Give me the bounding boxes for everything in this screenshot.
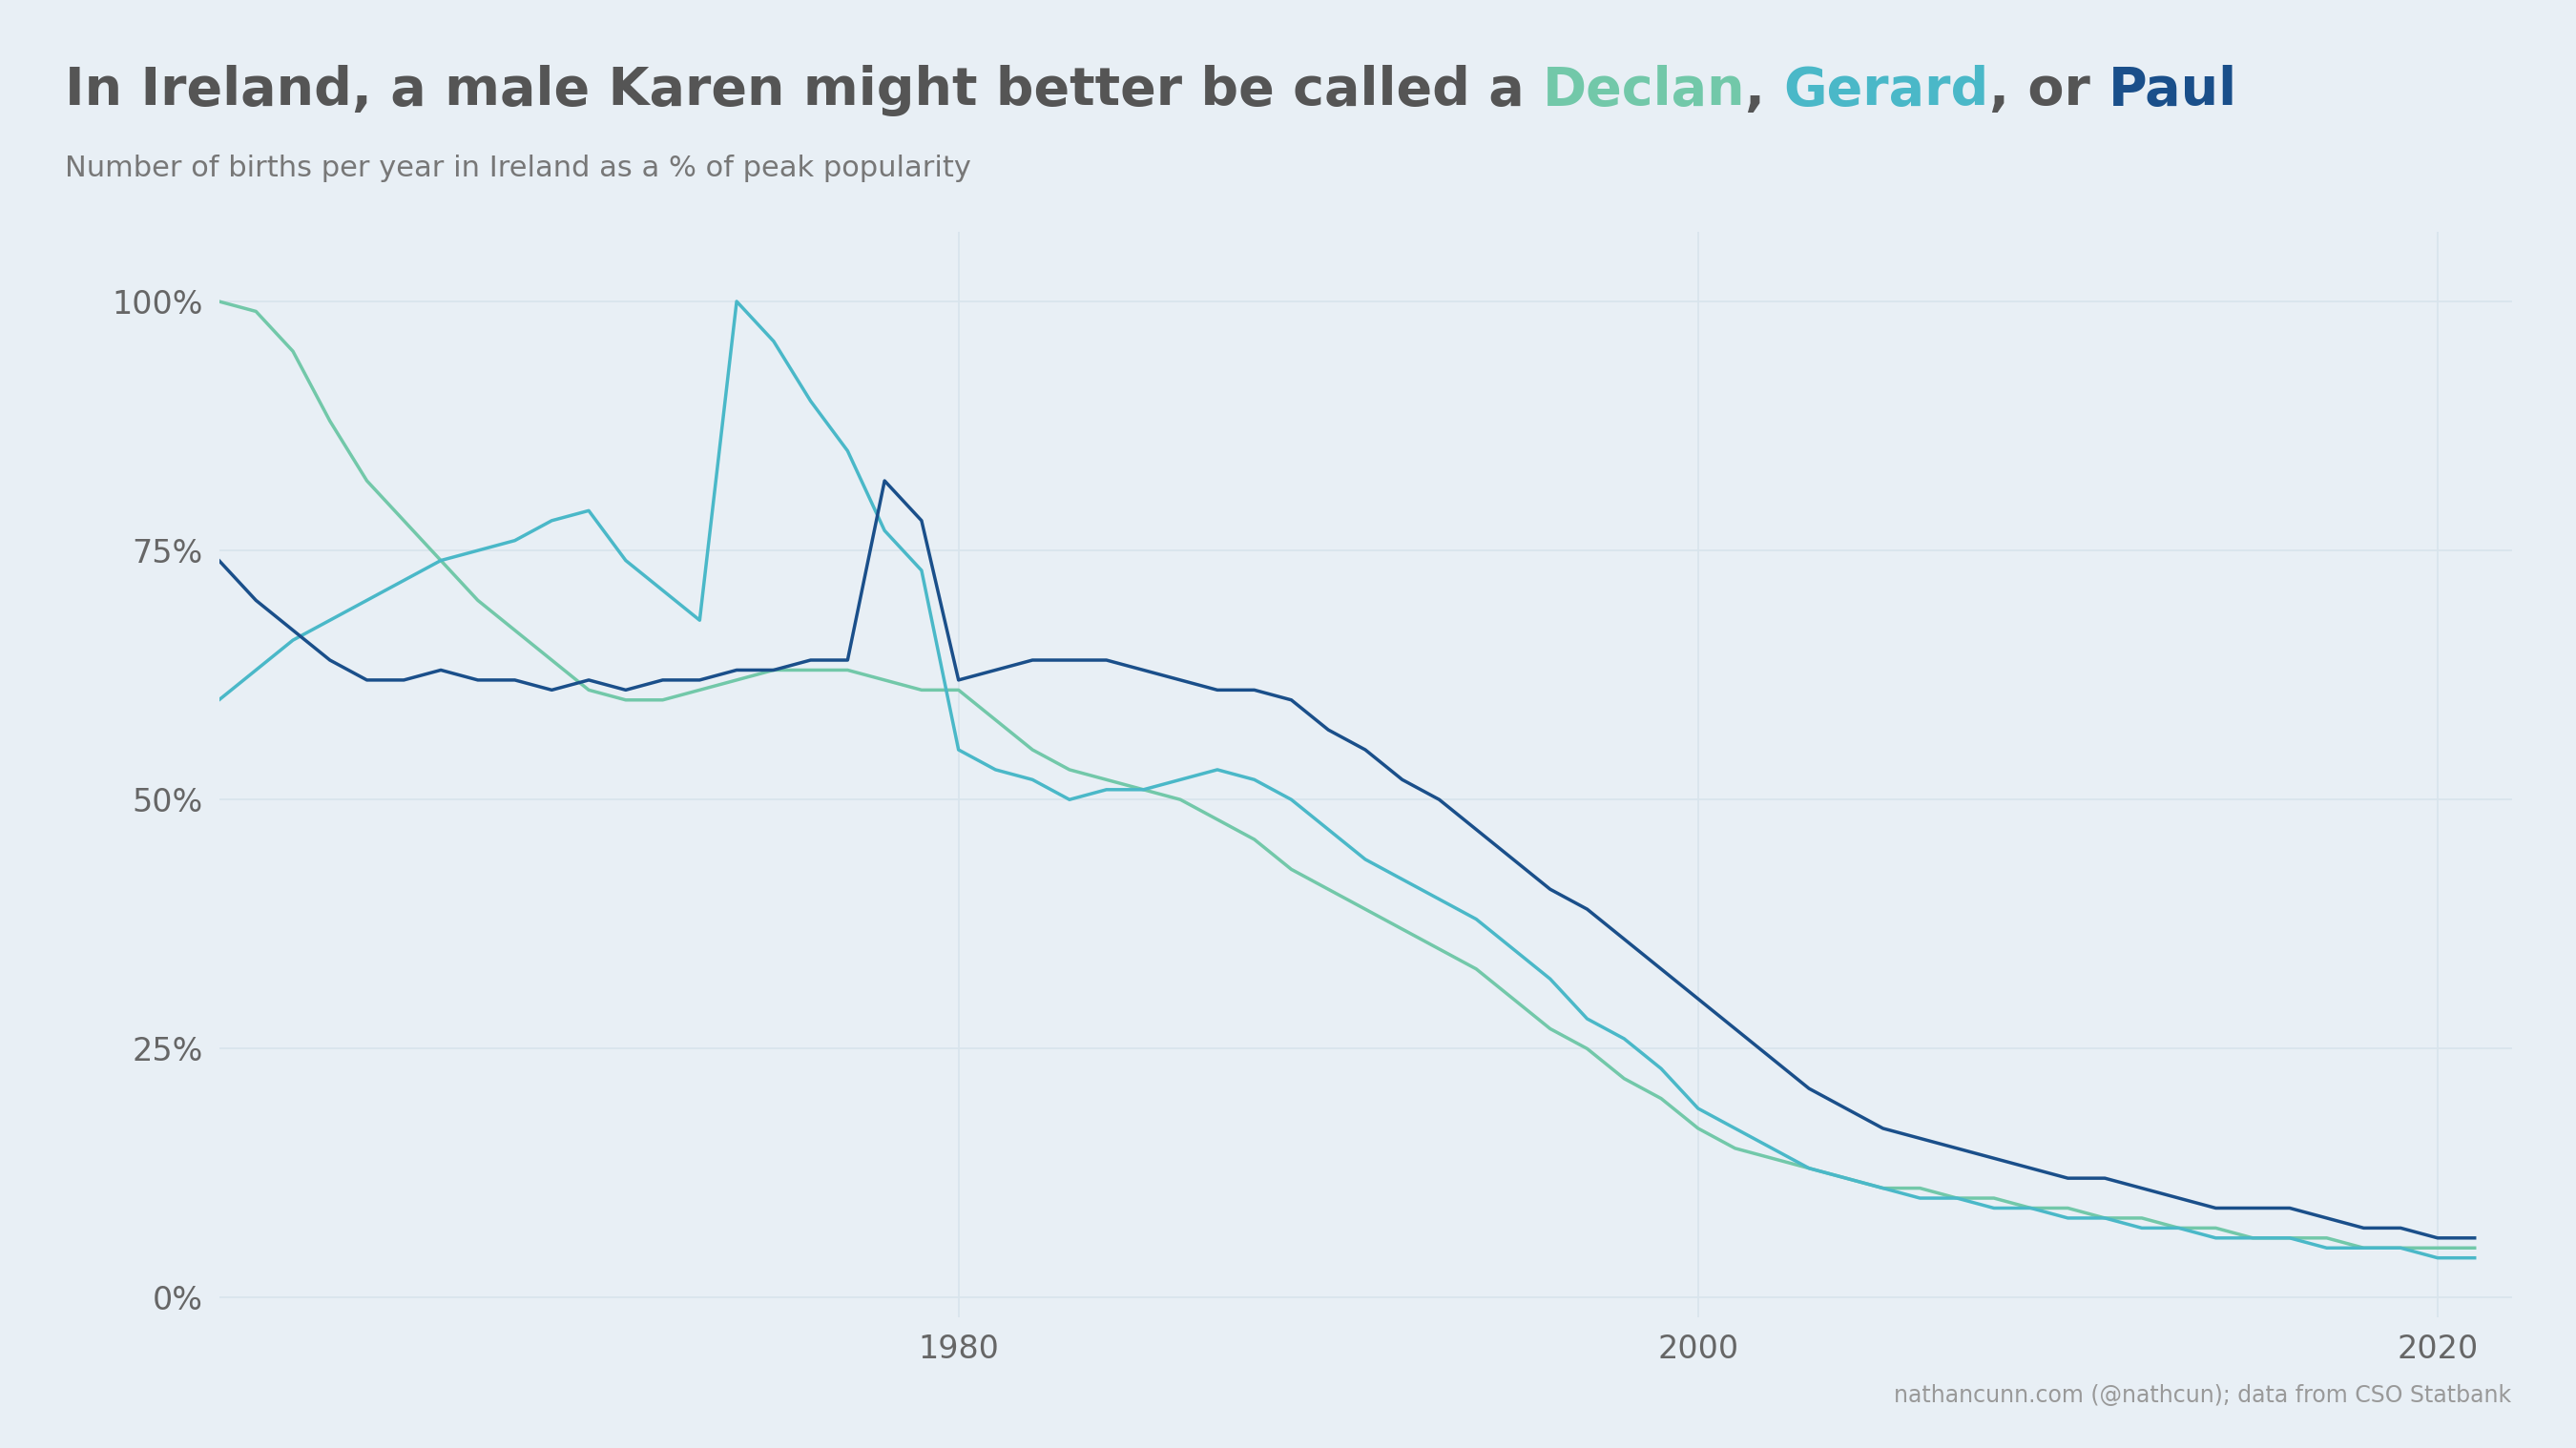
Text: Gerard: Gerard [1783, 65, 1989, 117]
Text: , or: , or [1989, 65, 2110, 117]
Text: Paul: Paul [2110, 65, 2239, 117]
Text: ,: , [1747, 65, 1783, 117]
Text: In Ireland, a male Karen might better be called a: In Ireland, a male Karen might better be… [64, 65, 1543, 117]
Text: nathancunn.com (@nathcun); data from CSO Statbank: nathancunn.com (@nathcun); data from CSO… [1893, 1384, 2512, 1407]
Text: Declan: Declan [1543, 65, 1747, 117]
Text: Number of births per year in Ireland as a % of peak popularity: Number of births per year in Ireland as … [64, 155, 971, 182]
